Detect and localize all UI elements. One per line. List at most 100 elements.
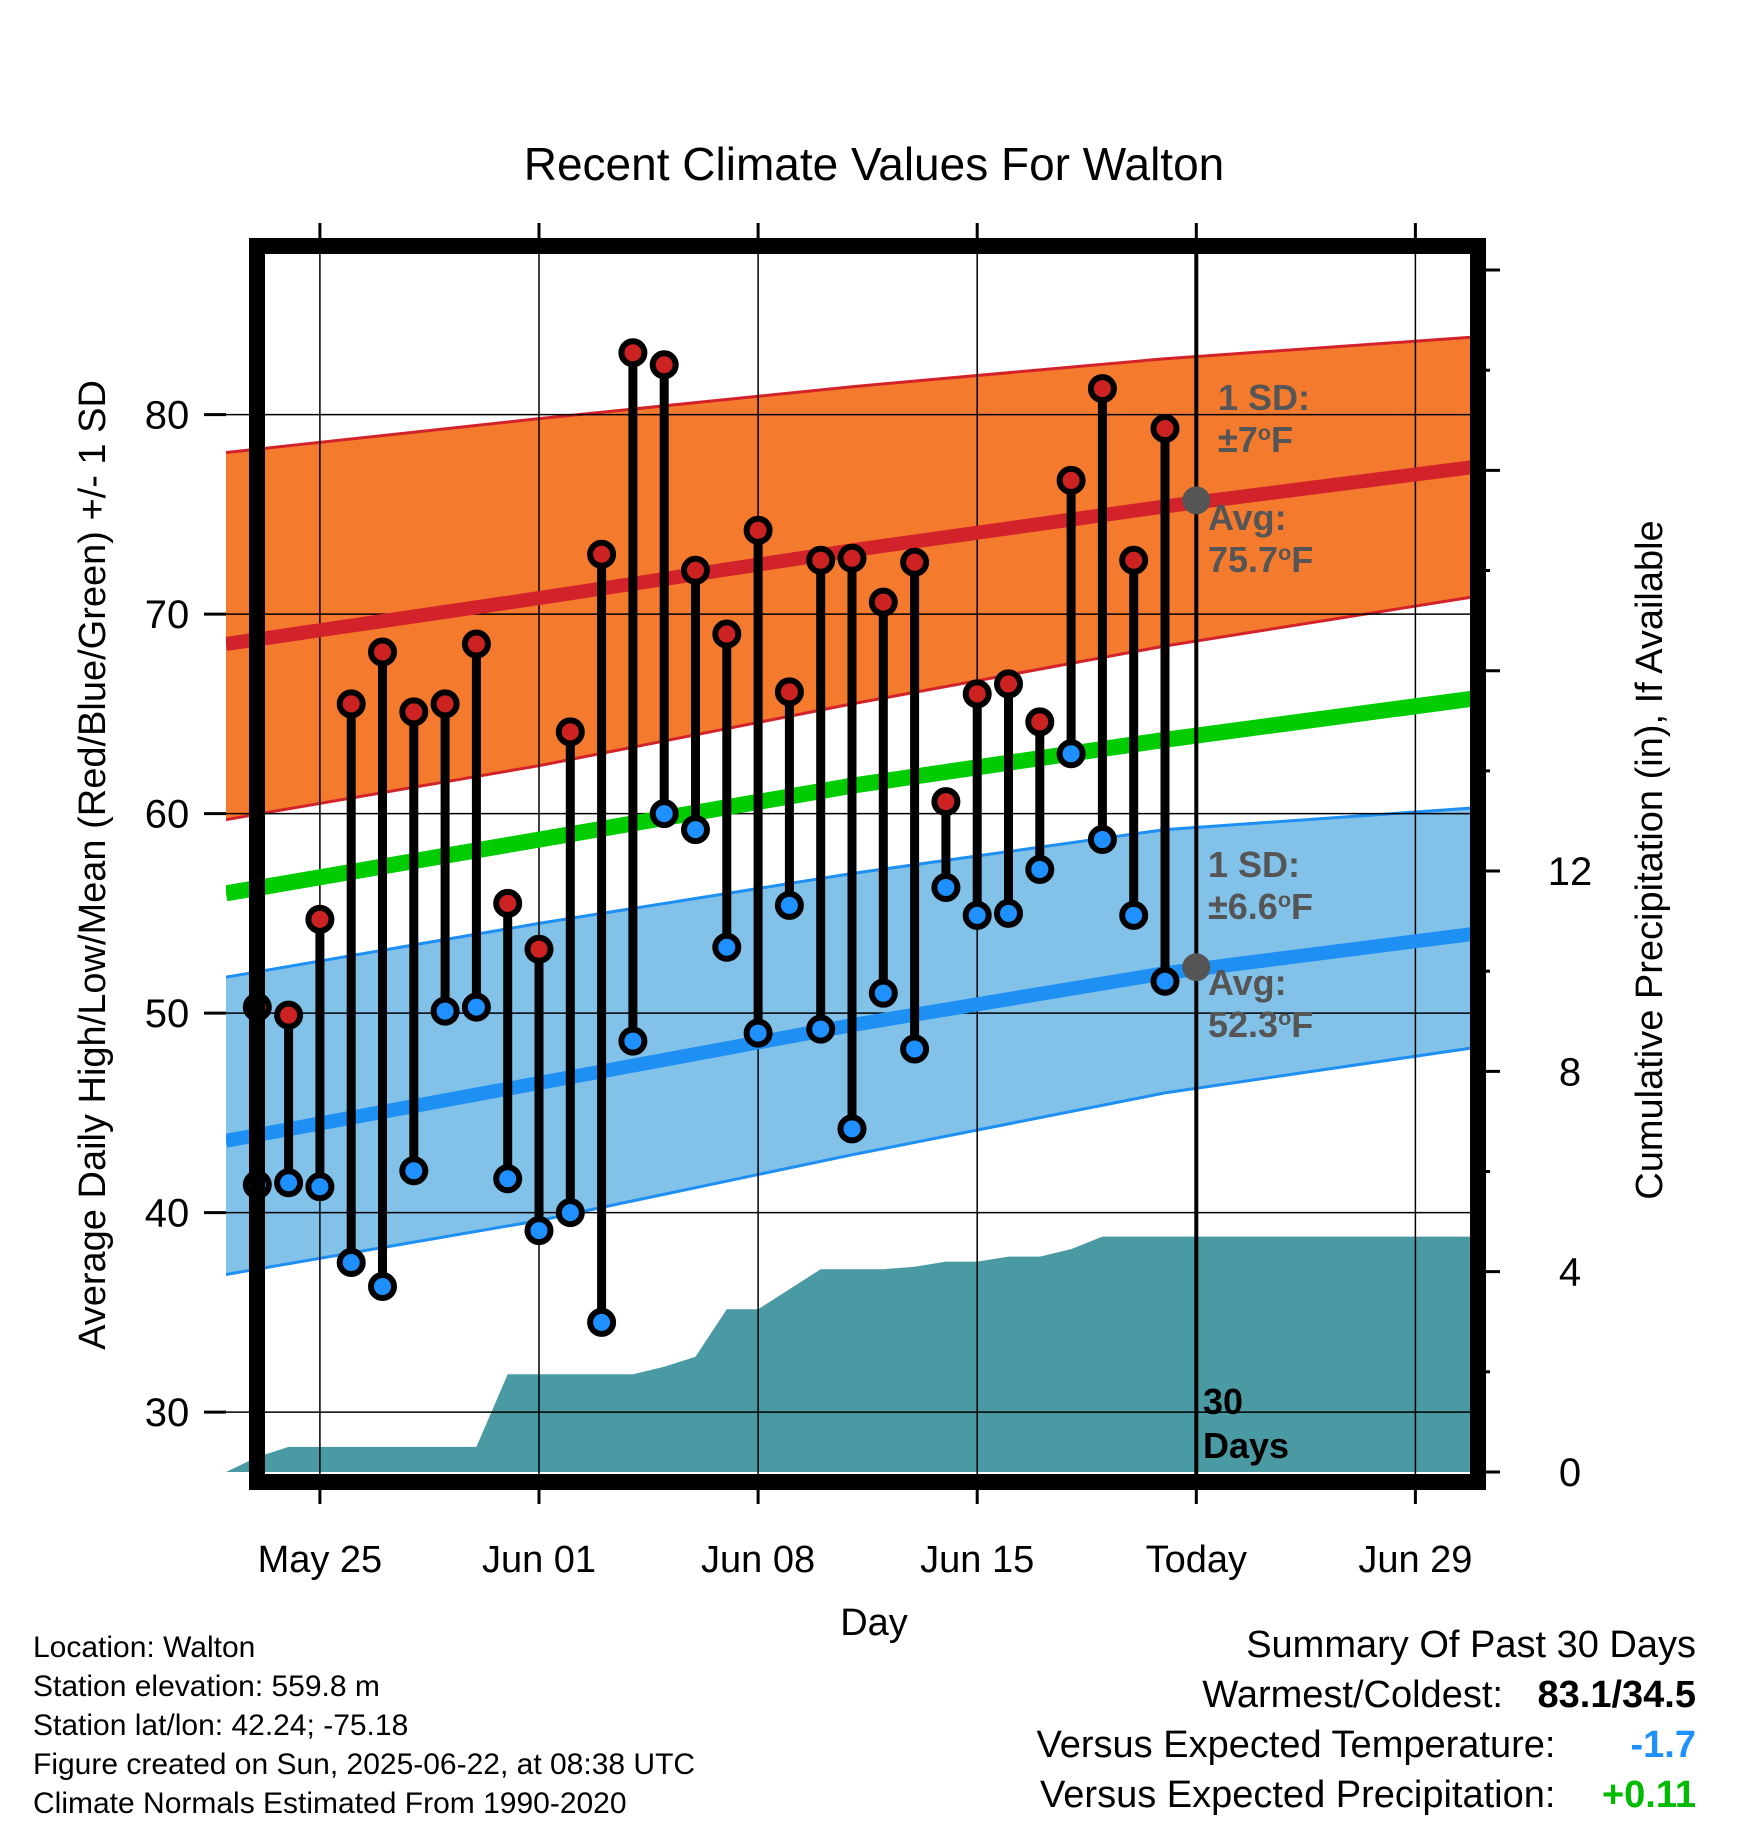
daily-low-point xyxy=(274,1168,304,1198)
degree-symbol: o xyxy=(1258,420,1271,445)
degree-symbol: o xyxy=(1278,1005,1291,1030)
daily-high-point xyxy=(305,904,335,934)
daily-high-point xyxy=(774,677,804,707)
x-tick-label: Jun 08 xyxy=(701,1539,815,1581)
y2-tick-label: 8 xyxy=(1559,1050,1581,1094)
y-tick-label: 30 xyxy=(145,1391,190,1435)
degree-symbol: o xyxy=(1278,887,1291,912)
daily-high-point xyxy=(1056,465,1086,495)
unit: F xyxy=(1291,886,1313,927)
climate-normals-note: Climate Normals Estimated From 1990-2020 xyxy=(33,1787,627,1820)
daily-high-point xyxy=(1025,707,1055,737)
precip-area xyxy=(226,1236,1478,1472)
station-elevation: Station elevation: 559.8 m xyxy=(33,1670,380,1703)
daily-low-point xyxy=(336,1248,366,1278)
y2-axis-label: Cumulative Precipitation (in), If Availa… xyxy=(1629,520,1671,1199)
daily-high-point xyxy=(712,619,742,649)
y-tick-label: 80 xyxy=(145,394,190,438)
daily-low-point xyxy=(868,978,898,1008)
daily-high-point xyxy=(743,515,773,545)
daily-low-point xyxy=(524,1216,554,1246)
daily-low-point xyxy=(900,1034,930,1064)
daily-low-point xyxy=(774,890,804,920)
today-days-label-line: 30 xyxy=(1203,1381,1243,1422)
precip-vs-expected-value: +0.11 xyxy=(1601,1774,1696,1816)
high-sd-annotation: 1 SD: ±7oF xyxy=(1218,377,1310,460)
x-axis-label: Day xyxy=(840,1602,908,1644)
x-tick-label: May 25 xyxy=(258,1539,383,1581)
daily-low-point xyxy=(305,1172,335,1202)
summary-warm-cold: Warmest/Coldest: 83.1/34.5 xyxy=(1037,1670,1696,1720)
plot-frame xyxy=(249,238,1486,1490)
daily-low-point xyxy=(1025,854,1055,884)
daily-low-point xyxy=(1087,825,1117,855)
warm-cold-label: Warmest/Coldest: xyxy=(1202,1674,1503,1716)
x-tick-label: Jun 15 xyxy=(920,1539,1034,1581)
temp-vs-expected-value: -1.7 xyxy=(1630,1724,1696,1766)
daily-low-point xyxy=(962,900,992,930)
daily-high-point xyxy=(1119,545,1149,575)
daily-high-point xyxy=(555,717,585,747)
high-avg-annotation: Avg: 75.7oF xyxy=(1208,497,1313,580)
daily-low-point xyxy=(994,898,1023,928)
daily-high-point xyxy=(461,629,491,659)
daily-high-point xyxy=(681,555,710,585)
daily-high-point xyxy=(962,679,992,709)
daily-low-point xyxy=(681,815,710,845)
low-sd-lower-line xyxy=(226,1045,1478,1276)
x-tick-label: Today xyxy=(1146,1539,1247,1581)
high-sd-annotation-line: ±7oF xyxy=(1218,419,1293,460)
today-days-label-line: Days xyxy=(1203,1425,1289,1466)
unit: F xyxy=(1271,419,1293,460)
today-avg-low-marker xyxy=(1182,953,1211,982)
daily-low-point xyxy=(399,1156,429,1186)
daily-high-point xyxy=(649,350,679,380)
daily-low-point xyxy=(712,932,742,962)
plot-area xyxy=(226,245,1478,1482)
daily-high-point xyxy=(868,587,898,617)
low-avg-annotation-line: 52.3oF xyxy=(1208,1004,1313,1045)
low-sd-annotation: 1 SD: ±6.6oF xyxy=(1208,844,1313,927)
daily-low-point xyxy=(368,1271,397,1301)
daily-high-point xyxy=(806,545,836,575)
figure-created: Figure created on Sun, 2025-06-22, at 08… xyxy=(33,1748,696,1781)
x-tick-label: Jun 29 xyxy=(1358,1539,1472,1581)
daily-low-point xyxy=(461,992,491,1022)
y-tick-label: 50 xyxy=(145,992,190,1036)
summary-title: Summary Of Past 30 Days xyxy=(1246,1624,1696,1666)
daily-high-point xyxy=(900,547,930,577)
daily-high-point xyxy=(618,338,648,368)
daily-high-point xyxy=(931,787,961,817)
low-avg-annotation-line: Avg: xyxy=(1208,962,1287,1003)
daily-low-point xyxy=(1150,966,1180,996)
daily-high-point xyxy=(524,934,554,964)
daily-high-point xyxy=(837,543,867,573)
station-info: Location: Walton Station elevation: 559.… xyxy=(33,1628,695,1823)
precip-vs-expected-label: Versus Expected Precipitation: xyxy=(1040,1774,1556,1816)
station-latlon: Station lat/lon: 42.24; -75.18 xyxy=(33,1709,409,1742)
daily-high-point xyxy=(430,689,460,719)
high-avg-annotation-line: Avg: xyxy=(1208,497,1287,538)
daily-low-point xyxy=(649,799,679,829)
daily-low-point xyxy=(618,1026,648,1056)
y-axis-label: Average Daily High/Low/Mean (Red/Blue/Gr… xyxy=(72,380,114,1350)
summary-precip: Versus Expected Precipitation: +0.11 xyxy=(1037,1770,1696,1820)
y2-tick-label: 0 xyxy=(1559,1451,1581,1495)
summary-temp: Versus Expected Temperature: -1.7 xyxy=(1037,1720,1696,1770)
daily-high-point xyxy=(994,669,1023,699)
daily-high-point xyxy=(1087,374,1117,404)
low-avg-annotation: Avg: 52.3oF xyxy=(1208,962,1313,1045)
chart-title: Recent Climate Values For Walton xyxy=(524,138,1225,190)
station-location: Location: Walton xyxy=(33,1631,256,1664)
daily-low-point xyxy=(1119,900,1149,930)
warm-cold-value: 83.1/34.5 xyxy=(1537,1674,1696,1716)
low-sd-annotation-line: 1 SD: xyxy=(1208,844,1300,885)
daily-high-point xyxy=(493,888,523,918)
summary-panel: Summary Of Past 30 Days Warmest/Coldest:… xyxy=(1037,1620,1696,1820)
x-tick-label: Jun 01 xyxy=(482,1539,596,1581)
high-sd-annotation-line: 1 SD: xyxy=(1218,377,1310,418)
daily-low-point xyxy=(743,1018,773,1048)
low-sd-annotation-line: ±6.6oF xyxy=(1208,886,1313,927)
daily-low-point xyxy=(837,1114,867,1144)
